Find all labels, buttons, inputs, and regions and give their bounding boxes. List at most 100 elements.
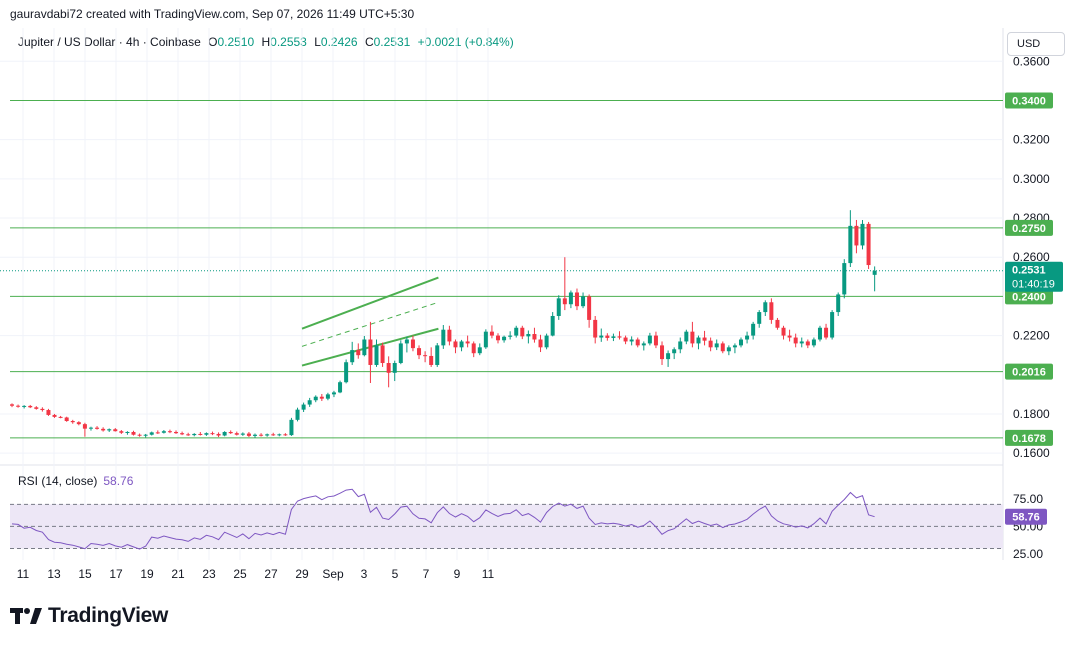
time-axis-ticks: 11 13 15 17 19 21 23 25 27 29 Sep 3 5 7 9 11 (17, 567, 495, 581)
candle-body (866, 223, 871, 266)
ohlc-close-label: C (364, 35, 374, 49)
candle-body (429, 355, 434, 365)
tradingview-logo[interactable]: TradingView (10, 604, 168, 628)
level-tag-label: 0.2400 (1012, 291, 1046, 303)
candle-body (550, 315, 555, 336)
price-axis-ticks: 0.36000.32000.30000.28000.26000.22000.18… (1013, 54, 1050, 561)
candle-body (271, 434, 276, 436)
candle-body (581, 296, 586, 307)
candle-body (161, 431, 166, 433)
candle-body (726, 347, 731, 352)
currency-selector[interactable]: USD (1007, 32, 1065, 56)
candle-body (192, 433, 197, 436)
candle-body (489, 331, 494, 336)
time-tick-label: 27 (264, 567, 278, 581)
level-tag-label: 0.1678 (1012, 433, 1046, 445)
candle-body (568, 292, 573, 305)
candle-body (574, 292, 579, 307)
candle-body (374, 345, 379, 365)
ohlc-low-label: L (314, 35, 321, 49)
candle-body (471, 343, 476, 354)
candle-body (22, 405, 27, 407)
candle-body (325, 394, 330, 399)
symbol-title[interactable]: Jupiter / US Dollar · 4h · Coinbase (18, 35, 201, 49)
candle-body (678, 341, 683, 350)
candle-body (204, 433, 209, 435)
candle-body (319, 396, 324, 399)
candle-body (210, 433, 215, 435)
price-tick-label: 0.3200 (1013, 133, 1050, 147)
candle-body (666, 353, 671, 360)
candle-body (76, 422, 81, 425)
candle-body (301, 404, 306, 410)
time-tick-label: 3 (361, 567, 368, 581)
candle-body (453, 341, 458, 348)
candle-body (520, 327, 525, 337)
price-chart[interactable]: 0.36000.32000.30000.28000.26000.22000.18… (0, 0, 1080, 600)
tradingview-icon (10, 608, 42, 624)
candle-body (356, 350, 361, 356)
candle-body (672, 349, 677, 354)
symbol-legend: Jupiter / US Dollar · 4h · Coinbase O0.2… (18, 35, 514, 49)
candle-body (10, 404, 14, 406)
level-tag-label: 0.2750 (1012, 223, 1046, 235)
candle-body (732, 345, 737, 348)
candle-body (228, 431, 233, 434)
candle-body (289, 419, 294, 436)
candle-body (793, 337, 798, 344)
rsi-tick-label: 25.00 (1013, 547, 1043, 561)
time-tick-label: Sep (322, 567, 344, 581)
rsi-legend: RSI (14, close) 58.76 (18, 474, 133, 488)
candle-body (684, 331, 689, 342)
candle-body (344, 362, 349, 383)
candle-body (52, 414, 57, 417)
candle-body (350, 350, 355, 363)
candle-body (362, 339, 367, 356)
rsi-title[interactable]: RSI (14, close) (18, 474, 98, 488)
candle-body (538, 339, 543, 348)
candle-body (398, 343, 403, 364)
rsi-value-tag (1005, 508, 1047, 525)
candle-body (58, 416, 63, 418)
candle-body (447, 329, 452, 342)
candle-body (751, 323, 756, 336)
candle-body (459, 341, 464, 348)
rsi-band-area (10, 503, 1003, 550)
candle-body (380, 345, 385, 364)
candle-body (532, 334, 537, 340)
candle-body (587, 296, 592, 320)
candle-body (186, 434, 191, 436)
candle-body (167, 431, 172, 433)
candle-body (714, 343, 719, 348)
candle-body (647, 335, 652, 344)
level-tag (1005, 363, 1053, 380)
candle-body (70, 421, 75, 423)
candle-body (198, 433, 203, 435)
candle-body (854, 225, 859, 246)
candle-body (514, 327, 519, 336)
rsi-line (11, 488, 875, 550)
candle-body (240, 433, 245, 435)
candle-body (641, 343, 646, 346)
candle-body (781, 327, 786, 336)
level-tag (1005, 92, 1053, 109)
price-change: +0.0021 (+0.84%) (417, 35, 514, 49)
candle-body (805, 341, 810, 346)
candle-body (417, 348, 422, 356)
candle-body (872, 270, 877, 275)
ohlc-open-value: 0.2510 (217, 35, 255, 49)
candle-body (131, 431, 136, 435)
candle-body (246, 433, 251, 436)
candle-body (386, 363, 391, 373)
candle-body (338, 382, 343, 393)
ohlc-high-label: H (261, 35, 271, 49)
candle-body (483, 331, 488, 348)
candle-body (763, 302, 768, 313)
rsi-plot (11, 488, 875, 550)
candle-body (562, 298, 567, 305)
candle-body (307, 400, 312, 405)
currency-label: USD (1017, 38, 1041, 50)
candle-body (64, 417, 69, 422)
time-tick-label: 25 (233, 567, 247, 581)
candle-body (155, 432, 160, 434)
